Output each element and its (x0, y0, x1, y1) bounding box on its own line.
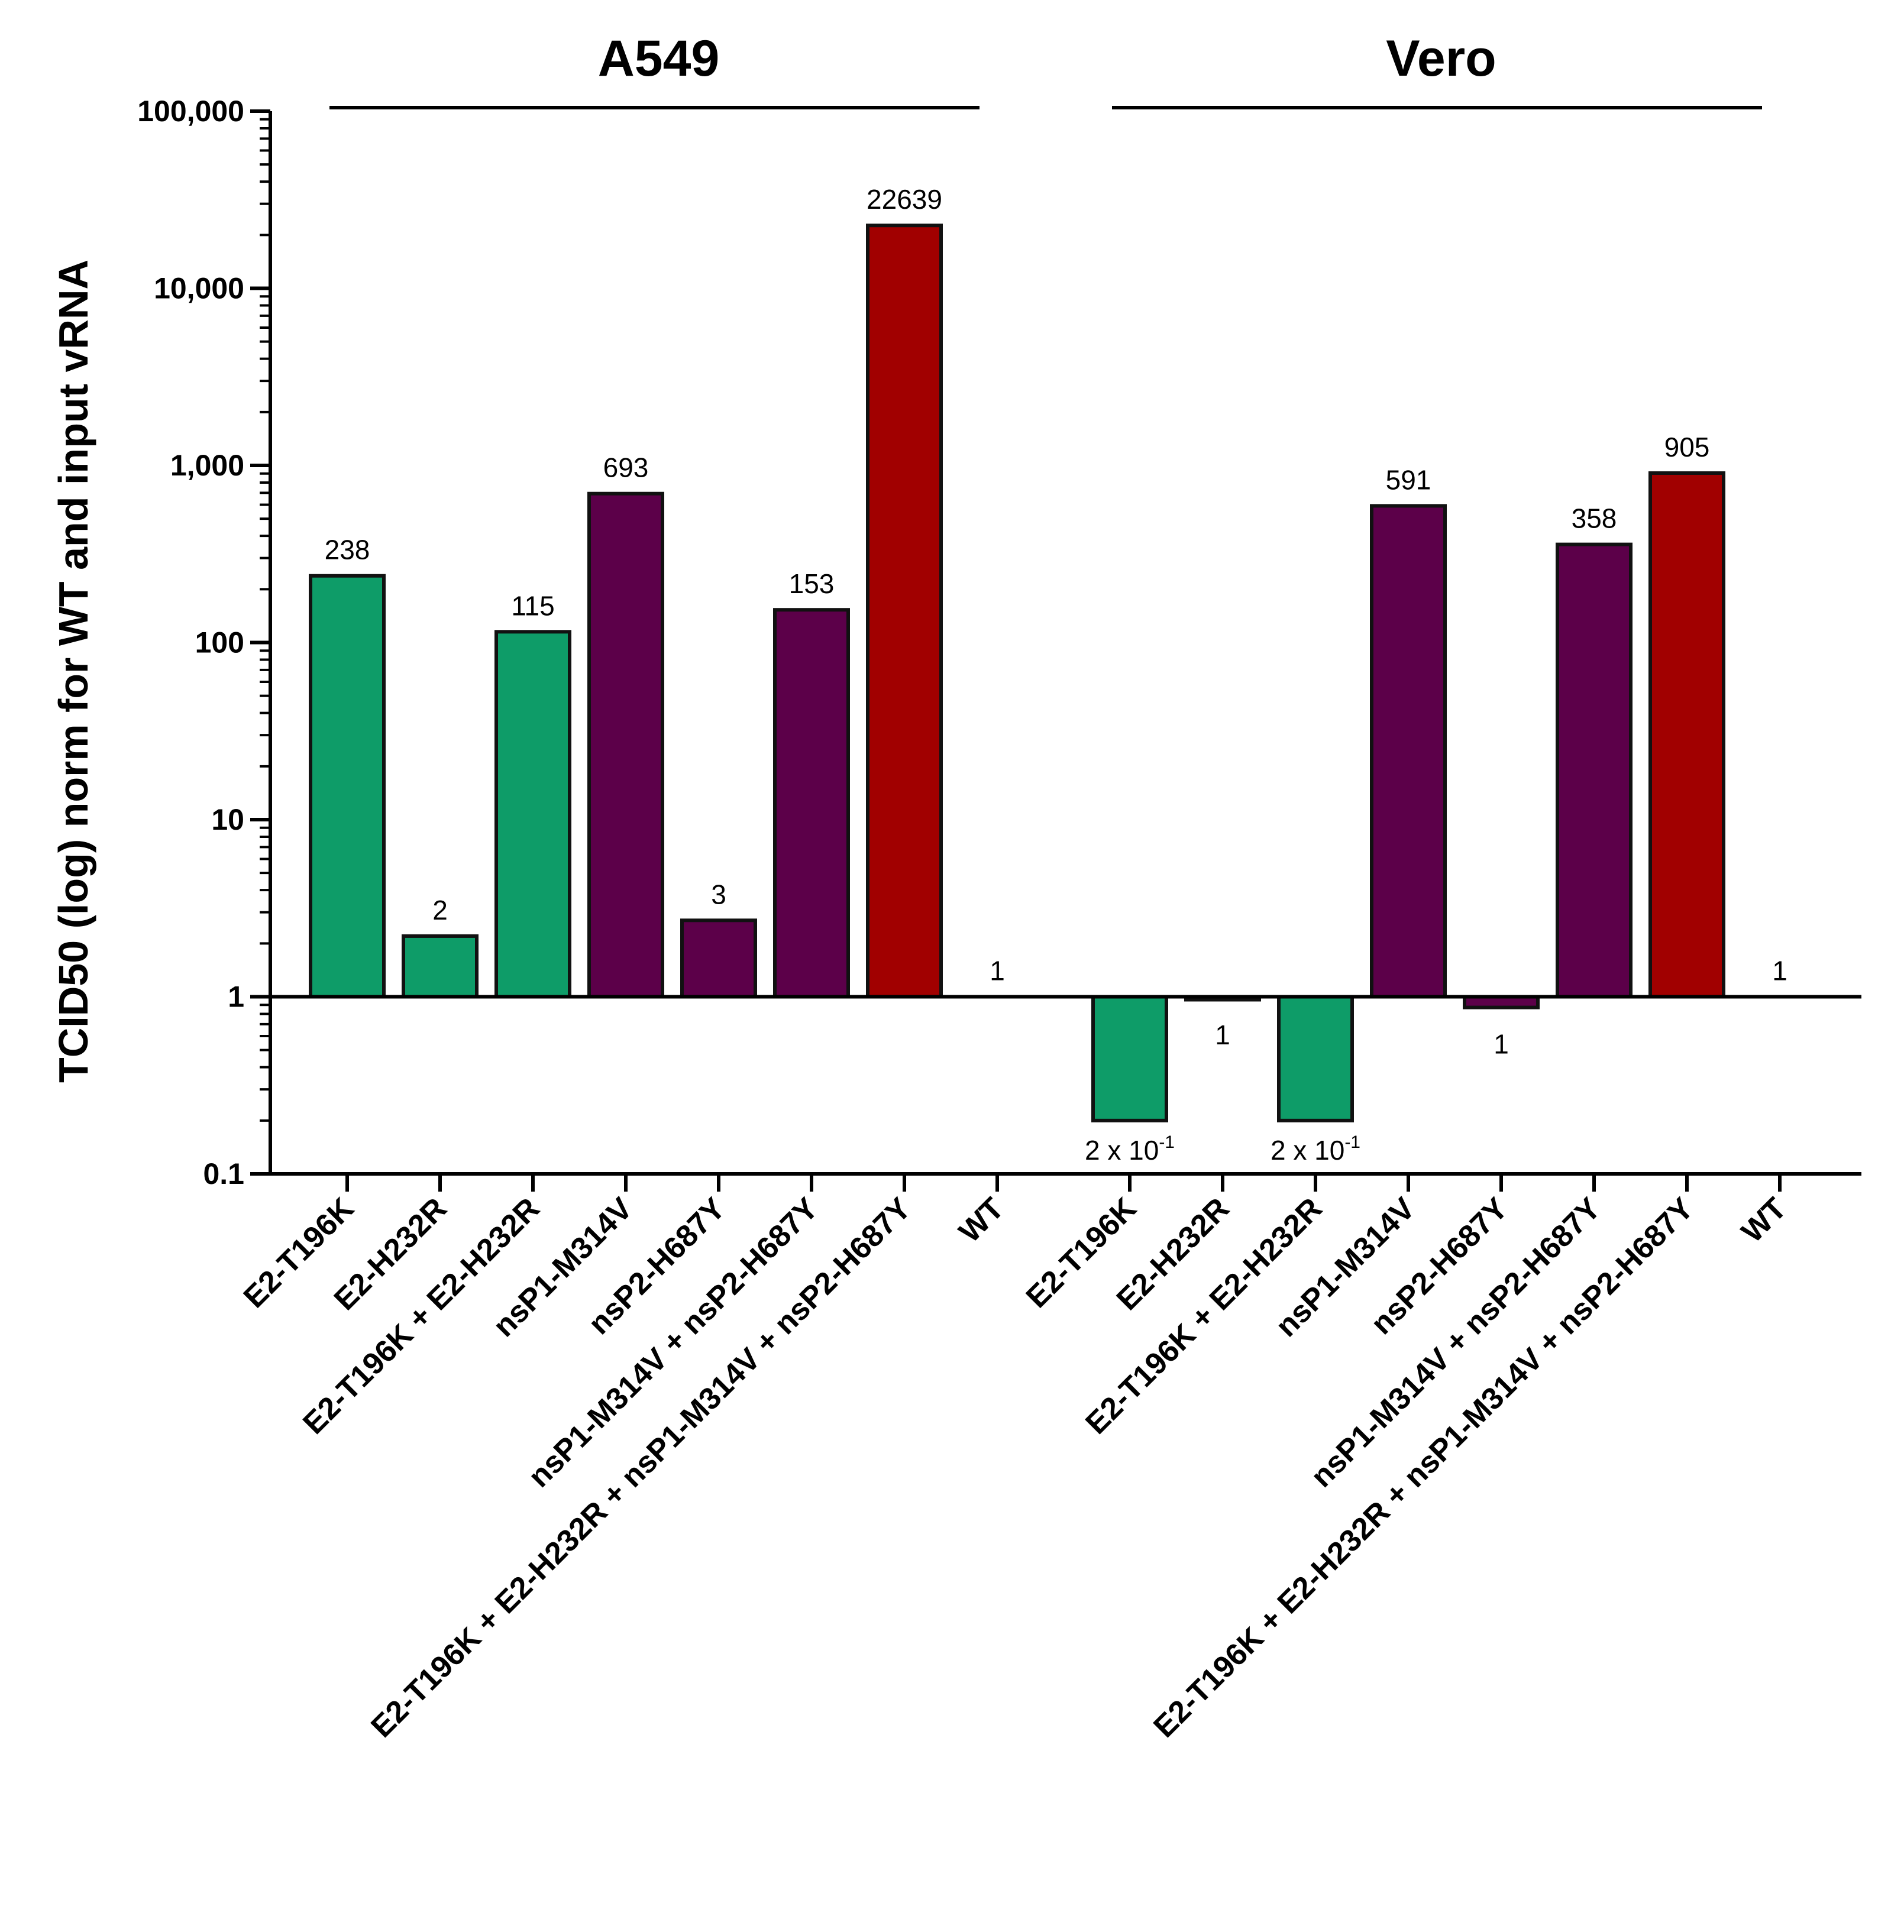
data-label: 2 x 10-1 (1271, 1132, 1360, 1166)
bar (1277, 995, 1354, 1122)
bar (494, 630, 571, 999)
bar (1556, 542, 1633, 999)
data-label: 358 (1572, 503, 1617, 534)
group-headers: A549 Vero (329, 30, 1762, 109)
y-tick-label: 10,000 (154, 272, 244, 305)
bar (680, 918, 757, 999)
y-tick-label: 100 (195, 626, 244, 659)
data-label: 591 (1386, 464, 1431, 495)
y-axis: 0.1 1 10 100 1,000 10,000 100,000 (137, 95, 272, 1190)
x-tick-label: WT (1735, 1191, 1793, 1249)
data-label: 1 (990, 956, 1005, 986)
bar (1370, 504, 1447, 999)
bar (587, 491, 664, 999)
data-label: 1 (1772, 956, 1787, 986)
data-label: 2 x 10-1 (1085, 1132, 1175, 1166)
y-tick-label: 0.1 (203, 1157, 244, 1190)
y-tick-label: 1 (228, 980, 244, 1014)
group-title: A549 (598, 30, 720, 87)
data-label: 2 (432, 895, 448, 925)
data-label: 3 (711, 879, 726, 910)
data-label: 1 (1494, 1029, 1509, 1060)
y-tick-label: 1,000 (170, 449, 244, 482)
bar (1091, 995, 1168, 1122)
data-label: 693 (603, 452, 649, 483)
y-axis-label: TCID50 (log) norm for WT and input vRNA (50, 260, 96, 1083)
bar (866, 224, 943, 999)
bar (1648, 471, 1725, 999)
data-label: 115 (511, 590, 554, 621)
bar (773, 608, 850, 999)
bar (309, 574, 386, 999)
y-tick-label: 10 (211, 803, 244, 836)
data-label: 905 (1664, 432, 1710, 462)
group-title: Vero (1386, 30, 1496, 87)
data-label: 22639 (867, 184, 942, 215)
y-tick-label: 100,000 (137, 95, 244, 128)
bar (402, 934, 479, 999)
data-label: 153 (789, 568, 835, 599)
data-label: 1 (1215, 1020, 1230, 1050)
bars: 238 2 115 693 3 153 22639 1 2 x 10-1 1 2 x 10-1 591… (309, 184, 1787, 1166)
data-label: 238 (325, 535, 370, 565)
x-tick-label: WT (952, 1191, 1010, 1249)
